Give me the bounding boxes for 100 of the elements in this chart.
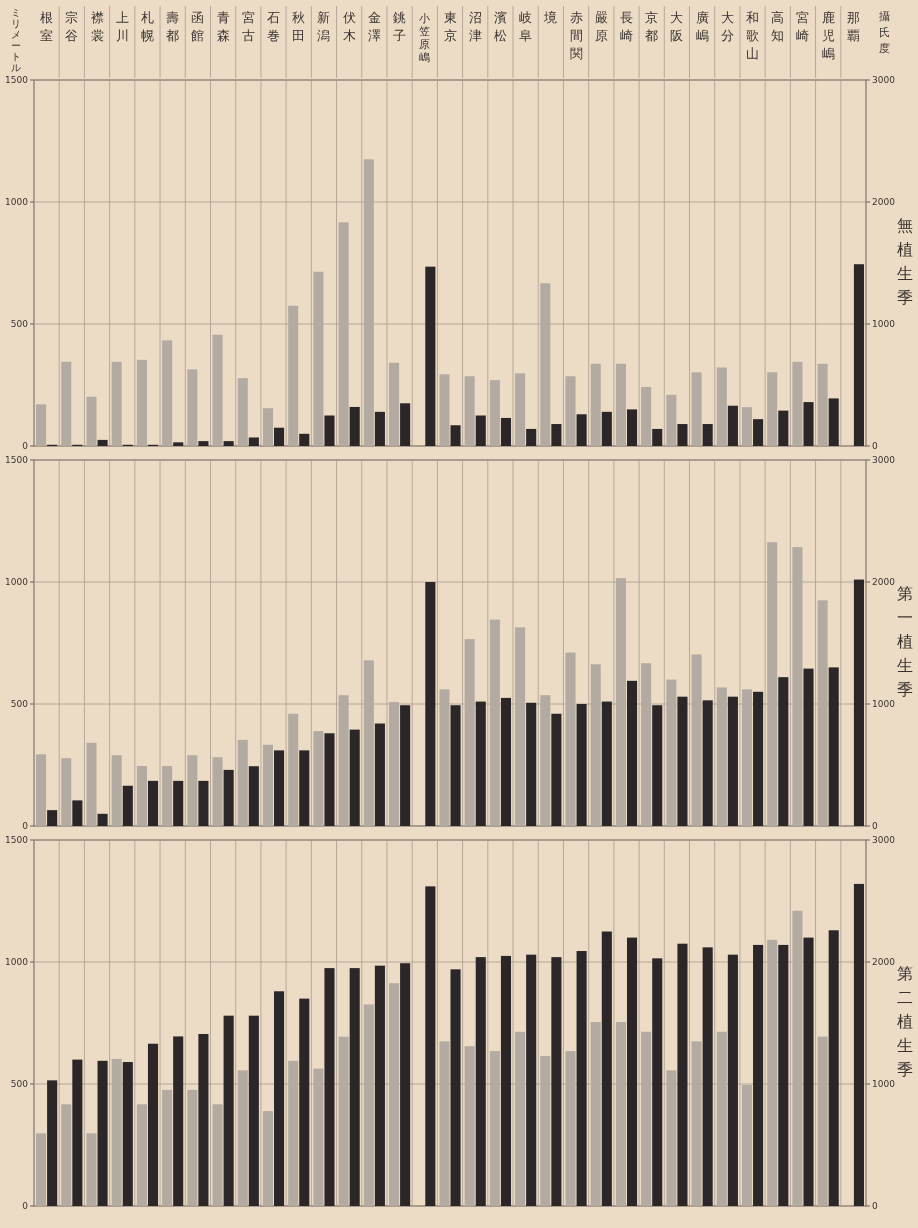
x-tick-label: 廣嶋 [695,10,709,43]
y2-tick-label: 2000 [872,577,896,587]
bar [97,439,108,446]
bar [374,411,385,446]
x-tick-label: 上川 [115,10,129,43]
bar [338,222,349,446]
bar [212,334,223,446]
bar [237,378,248,446]
bar [425,266,436,446]
x-tick-label: 東京 [443,10,457,43]
x-tick-label: 青森 [216,10,230,43]
bar [162,340,173,446]
x-tick-label: 小笠原嶋 [419,12,431,64]
y-tick-label: 500 [10,699,29,709]
bar [691,372,702,446]
bar [615,363,626,446]
y-tick-label: 0 [22,1201,29,1211]
bar [767,372,778,446]
x-tick-label: 金澤 [367,10,381,43]
bar [489,380,500,446]
bar [551,424,562,446]
x-tick-label: 沼津 [468,10,482,43]
x-tick-label: 襟裳 [90,10,104,43]
bar [313,271,324,446]
bar [47,810,58,826]
x-tick-label: 濱松 [493,10,507,43]
bar [540,283,551,446]
y2-tick-label: 1000 [872,1079,896,1089]
y2-tick-label: 0 [872,821,878,831]
x-tick-label: 京都 [645,10,659,43]
bar [248,437,259,446]
y2-tick-label: 3000 [872,75,896,85]
text: 第一植生季 [897,584,913,699]
y-tick-label: 500 [10,319,29,329]
bar [111,361,122,446]
bar [187,369,198,446]
x-tick-label: 銚子 [393,10,407,43]
y2-tick-label: 3000 [872,455,896,465]
bar [526,428,537,446]
bar [324,415,335,446]
bar [666,394,677,446]
y-tick-label: 500 [10,1079,29,1089]
bar [61,758,72,826]
bar [425,582,436,826]
bar [198,441,209,446]
y2-tick-label: 1000 [872,319,896,329]
y-tick-label: 1000 [5,957,29,967]
bar [136,359,147,446]
bar [853,579,864,826]
x-tick-label: 壽都 [166,10,180,43]
x-tick-label: 函館 [191,10,205,43]
x-tick-label: 秋田 [292,10,306,43]
y2-tick-label: 2000 [872,957,896,967]
y-tick-label: 1500 [5,835,29,845]
bar [97,813,108,826]
bar [590,363,601,446]
y2-tick-label: 1000 [872,699,896,709]
y-tick-label: 1500 [5,455,29,465]
y2-tick-label: 2000 [872,197,896,207]
bar [299,433,310,446]
bar [464,376,475,446]
bar [86,742,97,826]
y2-tick-label: 3000 [872,835,896,845]
bar [450,425,461,446]
y-tick-label: 1000 [5,197,29,207]
bar [274,991,285,1206]
x-tick-label: 宮古 [241,10,255,43]
x-tick-label: 鹿児嶋 [821,10,835,61]
y-tick-label: 0 [22,441,29,451]
bar [439,374,450,446]
y2-tick-label: 0 [872,441,878,451]
bar [36,754,47,826]
x-tick-label: 和歌山 [746,10,760,61]
y2-tick-label: 0 [872,1201,878,1211]
x-tick-label: 伏木 [342,10,356,43]
bar [565,376,576,446]
x-tick-label: 宗谷 [65,10,79,43]
bar [288,305,299,446]
bar [363,159,374,446]
x-tick-label: 嚴原 [594,10,608,43]
bar [425,886,436,1206]
y-axis-title: ミリメートル [11,7,21,73]
bar [515,373,526,446]
x-tick-label: 赤間関 [569,10,583,61]
bar [753,944,764,1206]
y-tick-label: 1000 [5,577,29,587]
bar [652,428,663,446]
y-tick-label: 1500 [5,75,29,85]
bar [641,386,652,446]
text: 無植生季 [897,216,913,307]
text: 第二植生季 [897,964,913,1079]
y2-axis-title: 攝氏度 [878,10,890,55]
x-tick-label: 長崎 [619,10,633,43]
bar [349,406,360,446]
x-tick-label: 高知 [771,10,785,43]
bar [223,441,234,446]
bar [86,396,97,446]
x-tick-label: 大分 [720,10,734,43]
x-tick-label: 札幌 [140,10,154,43]
x-tick-label: 新潟 [317,10,331,43]
